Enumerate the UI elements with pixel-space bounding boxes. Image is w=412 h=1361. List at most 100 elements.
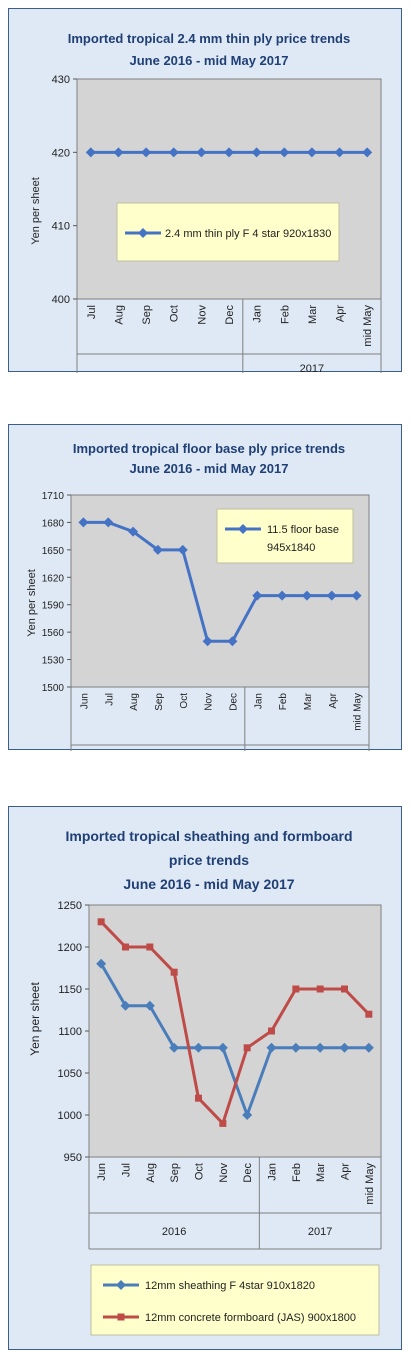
- legend-marker: [238, 524, 248, 534]
- x-tick-label: Dec: [228, 693, 239, 711]
- plot-area: [88, 904, 382, 1158]
- data-point: [341, 985, 348, 993]
- x-tick-label: Nov: [204, 693, 215, 711]
- legend-label-line2: 945x1840: [267, 542, 315, 554]
- data-point: [326, 590, 337, 601]
- data-point: [277, 590, 288, 601]
- data-point: [219, 1119, 227, 1127]
- x-tick-label: Jan: [253, 693, 264, 709]
- x-tick-label: Jul: [86, 305, 98, 319]
- y-tick-label: 1500: [42, 683, 65, 694]
- x-tick-label: Jan: [267, 1163, 279, 1181]
- data-point: [152, 544, 163, 555]
- data-point: [242, 1110, 253, 1120]
- data-point: [279, 147, 290, 158]
- x-tick-label: Apr: [340, 1163, 352, 1180]
- chart-title: Imported tropical floor base ply price t…: [73, 441, 345, 456]
- data-point: [339, 1042, 350, 1053]
- data-point: [315, 1042, 326, 1053]
- data-point: [202, 636, 213, 647]
- data-point: [363, 1042, 374, 1053]
- x-tick-label: Jul: [104, 693, 115, 706]
- y-tick-label: 1530: [42, 656, 65, 667]
- y-axis-label: Yen per sheet: [30, 177, 42, 244]
- y-tick-label: 1650: [42, 546, 65, 557]
- y-tick-label: 950: [64, 1152, 82, 1164]
- x-tick-label: mid May: [353, 693, 364, 731]
- data-point: [243, 1044, 251, 1052]
- data-point: [128, 526, 139, 537]
- data-point: [144, 1000, 155, 1011]
- x-tick-label: Aug: [145, 1163, 157, 1183]
- y-tick-label: 1710: [42, 491, 65, 502]
- y-tick-label: 400: [52, 294, 70, 306]
- x-tick-label: Oct: [179, 693, 190, 709]
- data-point: [251, 147, 262, 158]
- x-tick-label: Dec: [242, 1163, 254, 1183]
- data-point: [146, 943, 154, 951]
- x-tick-label: Sep: [154, 693, 165, 711]
- data-point: [252, 590, 263, 601]
- data-point: [103, 517, 114, 528]
- x-tick-label: Jun: [79, 693, 90, 709]
- data-point: [113, 147, 124, 158]
- y-tick-label: 1050: [58, 1068, 82, 1080]
- data-point: [120, 1000, 131, 1011]
- chart-title-line1: Imported tropical sheathing and formboar…: [65, 828, 352, 844]
- data-point: [122, 943, 129, 951]
- data-point: [362, 147, 373, 158]
- data-point: [217, 1042, 228, 1053]
- data-point: [195, 1094, 202, 1102]
- data-point: [193, 1042, 204, 1053]
- legend-label: 12mm sheathing F 4star 910x1820: [145, 1280, 315, 1292]
- legend-label: 12mm concrete formboard (JAS) 900x1800: [145, 1312, 356, 1324]
- chart-thin-ply: Imported tropical 2.4 mm thin ply price …: [30, 31, 382, 373]
- data-point: [170, 968, 178, 976]
- data-point: [292, 985, 300, 993]
- y-tick-label: 410: [52, 221, 70, 233]
- x-tick-label: Feb: [279, 305, 291, 324]
- data-point: [196, 147, 207, 158]
- y-tick-label: 1620: [42, 573, 65, 584]
- x-tick-label: Feb: [291, 1163, 303, 1182]
- legend-marker: [138, 228, 148, 238]
- data-point: [97, 918, 105, 926]
- y-tick-label: 1150: [58, 984, 82, 996]
- data-point: [177, 544, 188, 555]
- y-axis-label: Yen per sheet: [28, 982, 42, 1056]
- x-tick-label: Aug: [113, 305, 125, 325]
- chart-panel-thin-ply: Imported tropical 2.4 mm thin ply price …: [8, 8, 402, 373]
- y-tick-label: 1100: [58, 1026, 82, 1038]
- legend-box: [216, 508, 354, 564]
- data-point: [334, 147, 345, 158]
- chart-subtitle: June 2016 - mid May 2017: [123, 876, 294, 892]
- plot-area: [76, 78, 382, 300]
- x-tick-label: Jul: [121, 1163, 133, 1177]
- chart-title-line2: price trends: [169, 852, 249, 868]
- chart-panel-floor-base: Imported tropical floor base ply price t…: [8, 424, 402, 751]
- chart-panel-sheathing-formboard: Imported tropical sheathing and formboar…: [8, 806, 402, 1350]
- data-point: [365, 1010, 373, 1018]
- data-point: [96, 958, 107, 969]
- data-point: [224, 147, 234, 158]
- year-group-label: 2017: [300, 363, 324, 373]
- data-point: [268, 1027, 275, 1035]
- x-tick-label: Mar: [307, 305, 319, 324]
- data-point: [351, 590, 362, 601]
- y-tick-label: 420: [52, 147, 70, 159]
- x-tick-label: Oct: [169, 305, 181, 322]
- x-tick-label: Oct: [194, 1163, 206, 1180]
- x-tick-label: Nov: [218, 1163, 230, 1183]
- x-tick-label: mid May: [364, 1163, 376, 1205]
- data-point: [227, 636, 238, 647]
- chart-subtitle: June 2016 - mid May 2017: [130, 461, 289, 476]
- legend-label: 2.4 mm thin ply F 4 star 920x1830: [165, 228, 331, 240]
- y-tick-label: 1250: [58, 900, 82, 912]
- chart-sheathing-formboard: Imported tropical sheathing and formboar…: [28, 828, 382, 1336]
- data-point: [168, 147, 179, 158]
- chart-floor-base: Imported tropical floor base ply price t…: [26, 441, 370, 751]
- x-tick-label: Mar: [303, 692, 314, 710]
- x-tick-label: Apr: [328, 692, 339, 708]
- chart-title: Imported tropical 2.4 mm thin ply price …: [68, 31, 350, 46]
- year-group-label: 2016: [162, 1226, 186, 1238]
